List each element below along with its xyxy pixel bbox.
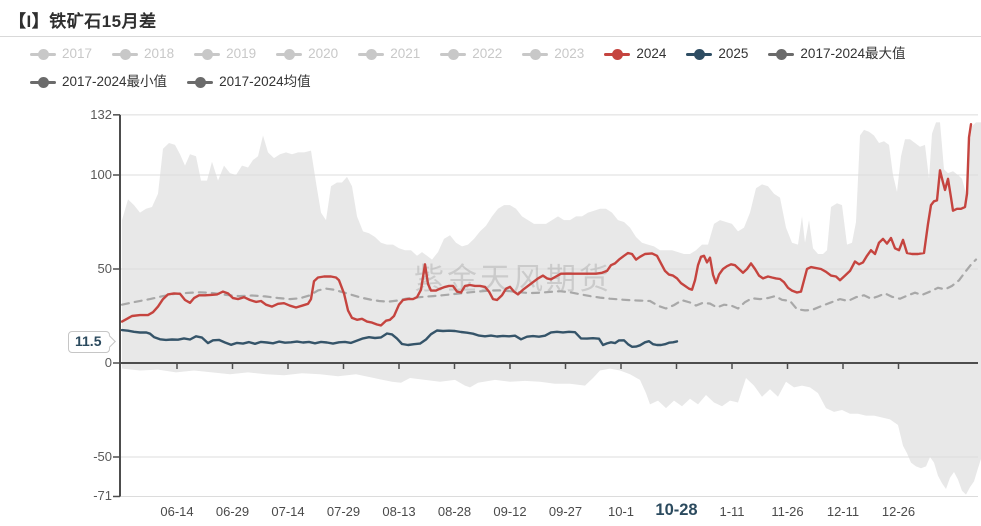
legend-label: 2022 [472,46,503,61]
legend-line-dot-icon [522,48,549,60]
legend-line-dot-icon [187,76,214,88]
legend-label: 2019 [226,46,257,61]
chart-title: 【I】铁矿石15月差 [9,12,157,31]
legend-line-dot-icon [194,48,221,60]
x-axis-label-11-26: 11-26 [771,504,804,519]
series-2025-line [120,328,679,348]
legend-line-dot-icon [30,76,56,88]
legend-label: 2023 [554,46,585,61]
y-axis-label--50: -50 [93,449,112,464]
legend-label: 2017-2024均值 [219,74,311,89]
x-axis-label-07-14: 07-14 [271,504,305,519]
minmax-band [122,122,981,495]
series-2024-line [120,123,973,327]
legend-line-dot-icon [358,48,385,60]
legend-item-2022[interactable]: 2022 [440,44,502,64]
legend-label: 2018 [144,46,175,61]
legend-item-2018[interactable]: 2018 [112,44,174,64]
legend-label: 2017-2024最大值 [800,46,906,61]
x-axis-label-06-14: 06-14 [160,504,194,519]
legend-line-dot-icon [768,48,795,60]
series-mean-line [120,258,978,312]
title-divider [0,36,981,37]
x-axis-label-10-28: 10-28 [651,501,702,520]
legend-line-dot-icon [440,48,467,60]
legend-item-2023[interactable]: 2023 [522,44,584,64]
x-axis-label-09-27: 09-27 [548,504,583,519]
legend-label: 2017-2024最小值 [62,74,168,89]
legend-label: 2024 [636,46,667,61]
legend-item-2017-2024最大值[interactable]: 2017-2024最大值 [768,44,905,64]
y-axis-label--71: -71 [93,488,112,504]
legend-item-2020[interactable]: 2020 [276,44,338,64]
x-axis-label-12-11: 12-11 [826,504,860,519]
x-axis-label-08-28: 08-28 [437,504,472,519]
y-axis-label-100: 100 [90,167,112,182]
legend-item-2021[interactable]: 2021 [358,44,420,64]
legend-label: 2017 [62,46,93,61]
legend-item-2017-2024最小值[interactable]: 2017-2024最小值 [30,72,167,92]
x-axis-label-09-12: 09-12 [493,504,527,519]
legend-item-2025[interactable]: 2025 [686,44,748,64]
legend-line-dot-icon [112,48,139,60]
legend-line-dot-icon [276,48,303,60]
x-axis-label-1-11: 1-11 [719,504,745,519]
legend-item-2017[interactable]: 2017 [30,44,92,64]
y-axis-label-50: 50 [97,261,112,276]
x-axis-label-06-29: 06-29 [215,504,250,519]
legend: 2017 2018 2019 2020 2021 2022 2023 2024 2025 2017… [30,44,970,92]
legend-item-2024[interactable]: 2024 [604,44,666,64]
x-axis-label-07-29: 07-29 [326,504,361,519]
legend-item-2017-2024均值[interactable]: 2017-2024均值 [187,72,311,92]
current-value-badge: 11.5 [68,331,111,354]
x-axis-label-08-13: 08-13 [382,504,416,519]
x-axis-label-10-1: 10-1 [607,504,635,519]
x-axis-label-12-26: 12-26 [881,504,916,519]
legend-label: 2025 [718,46,749,61]
legend-label: 2020 [308,46,339,61]
legend-line-dot-icon [686,48,713,60]
legend-item-2019[interactable]: 2019 [194,44,256,64]
y-axis-label-132: 132 [90,106,112,122]
legend-line-dot-icon [604,48,631,60]
legend-label: 2021 [390,46,421,61]
y-axis-label-0: 0 [104,355,112,370]
legend-line-dot-icon [30,48,56,60]
